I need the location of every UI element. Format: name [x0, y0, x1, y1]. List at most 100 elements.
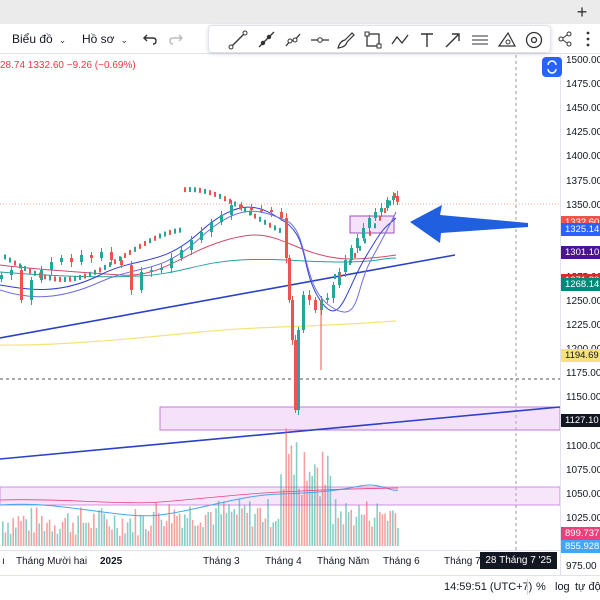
volume-bar — [113, 515, 116, 546]
volume-bar — [82, 522, 85, 546]
volume-bar — [329, 475, 332, 546]
more-options-icon[interactable] — [581, 28, 595, 50]
log-scale-toggle[interactable]: log — [555, 581, 570, 593]
auto-scale-button[interactable] — [542, 57, 562, 77]
undo-icon[interactable] — [141, 30, 159, 48]
polyline-icon[interactable] — [389, 29, 411, 51]
candle-body — [240, 205, 243, 208]
volume-bar — [173, 509, 176, 546]
chevron-down-icon: ⌄ — [120, 35, 129, 45]
support-zone — [159, 406, 561, 431]
visibility-icon[interactable] — [523, 29, 545, 51]
volume-bar — [189, 506, 191, 546]
breakout-zone — [349, 215, 395, 234]
chevron-down-icon: ⌄ — [58, 35, 67, 45]
volume-bar — [85, 522, 87, 546]
candle-body — [69, 276, 71, 282]
volume-bar — [366, 501, 368, 546]
candle-body — [139, 243, 141, 249]
volume-bar — [202, 527, 204, 546]
volume-bar — [176, 515, 178, 546]
brush-icon[interactable] — [335, 29, 357, 51]
candle-body — [288, 258, 291, 300]
candle-body — [269, 222, 271, 228]
volume-bar — [7, 522, 9, 546]
candle-body — [359, 245, 361, 251]
time-axis[interactable] — [0, 550, 560, 572]
volume-bar — [184, 514, 186, 546]
ruler-icon[interactable] — [496, 29, 518, 51]
auto-scale-toggle[interactable]: tự độ — [575, 581, 600, 593]
candle-body — [144, 240, 146, 246]
candle-body — [169, 229, 171, 235]
volume-bar — [80, 507, 82, 546]
measure-icon[interactable] — [469, 29, 491, 51]
profile-menu-label: Hồ sơ — [82, 32, 115, 46]
price-marker-label: 1194.69 — [561, 348, 600, 362]
price-tick-label: 1400.00 — [566, 151, 600, 163]
volume-bar — [288, 453, 290, 546]
ma-200-yellow — [0, 320, 397, 346]
volume-bar — [124, 533, 126, 546]
volume-bar — [280, 474, 282, 546]
candle-body — [229, 198, 231, 204]
share-icon[interactable] — [556, 30, 574, 48]
profile-menu-button[interactable]: Hồ sơ ⌄ — [82, 28, 128, 50]
volume-bar — [43, 530, 46, 546]
candle-body — [170, 258, 173, 268]
volume-bar — [119, 535, 121, 546]
volume-bar — [35, 507, 38, 546]
volume-bar — [64, 517, 66, 546]
arrow-tool-icon[interactable] — [442, 29, 464, 51]
candle-body — [110, 252, 113, 260]
candle-body — [380, 208, 383, 212]
ray-icon[interactable] — [255, 29, 277, 51]
candle-body — [332, 285, 335, 298]
volume-bar — [301, 495, 303, 546]
candle-body — [326, 298, 329, 300]
chart-pane[interactable] — [0, 55, 600, 575]
candle-body — [0, 275, 3, 279]
horizontal-line-icon[interactable] — [309, 29, 331, 51]
volume-bar — [249, 501, 251, 546]
rectangle-icon[interactable] — [362, 29, 384, 51]
candle-body — [160, 268, 163, 270]
volume-bar — [332, 524, 334, 546]
volume-bar — [334, 499, 337, 546]
trend-line-icon[interactable] — [227, 29, 249, 51]
volume-bar — [168, 504, 170, 546]
price-tick-label: 1025.00 — [566, 512, 600, 524]
candle-body — [29, 268, 31, 274]
volume-bar — [139, 514, 142, 546]
redo-icon[interactable] — [167, 30, 185, 48]
candle-body — [140, 272, 143, 290]
volume-bar — [77, 515, 79, 546]
candle-body — [94, 269, 96, 275]
candle-body — [124, 253, 126, 259]
volume-bar — [2, 521, 4, 546]
candle-body — [174, 228, 176, 234]
divider — [527, 579, 528, 595]
volume-bar — [379, 511, 381, 546]
volume-bar — [142, 516, 144, 546]
add-tab-button[interactable]: + — [576, 2, 588, 22]
clock-label[interactable]: 14:59:51 (UTC+7) — [444, 581, 533, 593]
candle-body — [30, 280, 33, 300]
chart-menu-button[interactable]: Biểu đồ ⌄ — [12, 28, 66, 50]
candle-body — [314, 300, 317, 310]
price-tick-label: 1450.00 — [566, 103, 600, 115]
volume-bar — [165, 521, 168, 546]
chart-menu-label: Biểu đồ — [12, 32, 53, 46]
percent-scale-toggle[interactable]: % — [536, 581, 546, 593]
bottom-bar — [0, 575, 600, 600]
volume-bar — [368, 520, 371, 546]
candle-body — [362, 228, 365, 238]
path-icon[interactable] — [282, 29, 304, 51]
crosshair-date-label: 28 Tháng 7 '25 — [480, 552, 557, 569]
ma-teal — [0, 257, 397, 278]
volume-bar — [191, 519, 194, 546]
price-axis[interactable] — [560, 55, 600, 575]
price-chart[interactable] — [0, 55, 600, 575]
text-icon[interactable] — [416, 29, 438, 51]
volume-ma-blue — [0, 484, 399, 517]
